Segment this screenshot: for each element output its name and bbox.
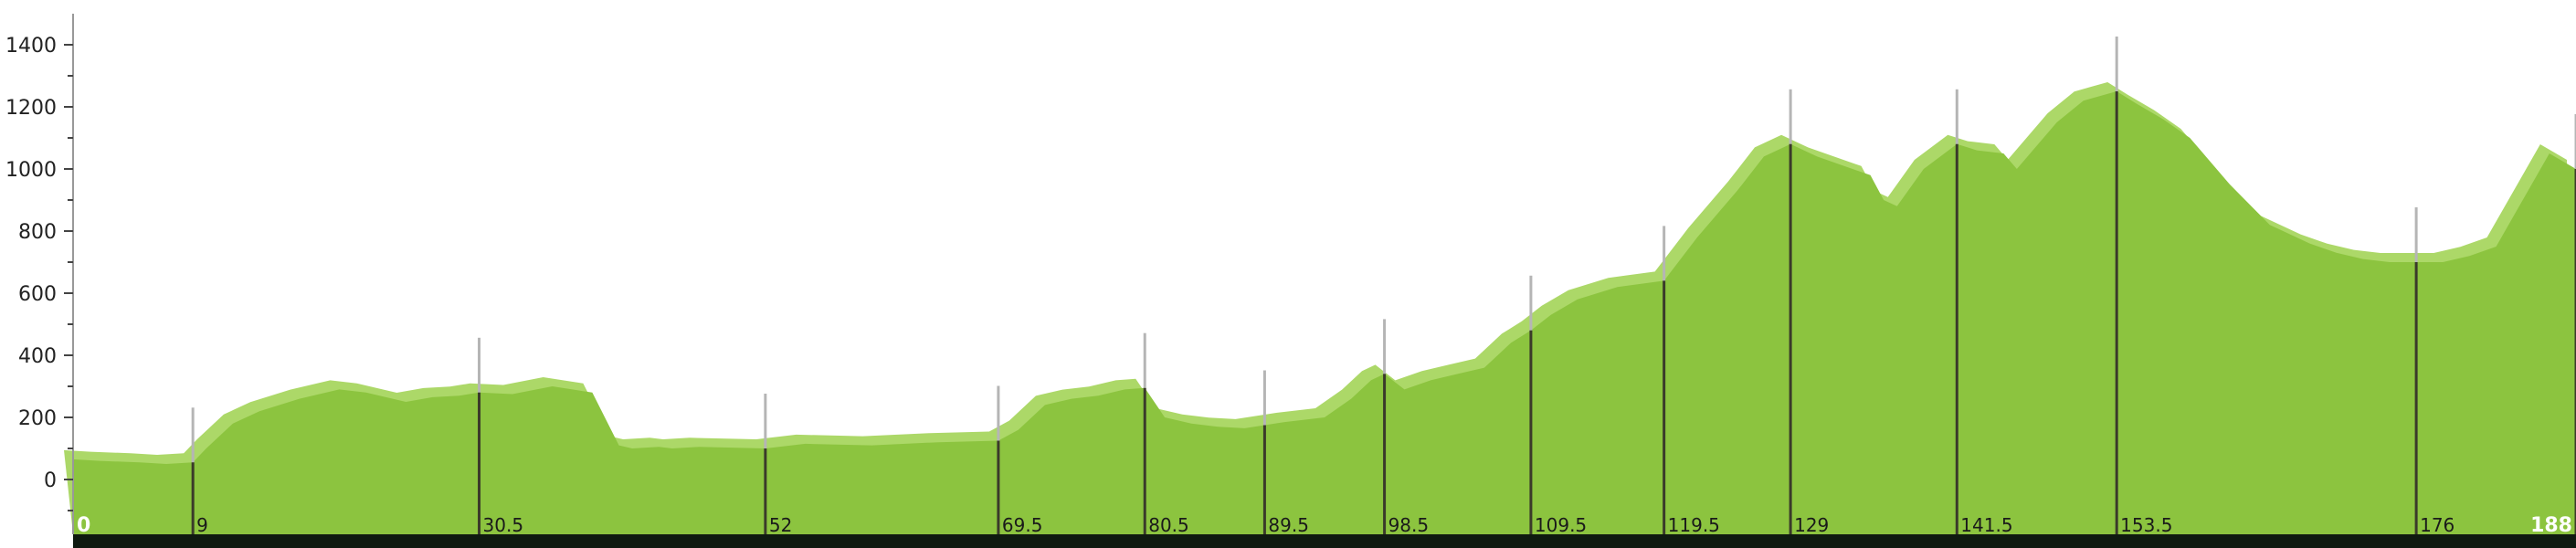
y-tick-label: 1200: [5, 97, 57, 120]
km-label: 9: [196, 514, 208, 536]
km-label: 80.5: [1148, 514, 1189, 536]
km-label: 98.5: [1388, 514, 1430, 536]
km-label: 89.5: [1268, 514, 1309, 536]
y-tick-label: 1400: [5, 35, 57, 58]
km-label: 141.5: [1960, 514, 2012, 536]
elevation-area: [73, 91, 2576, 534]
km-label: 52: [769, 514, 792, 536]
km-label: 176: [2420, 514, 2455, 536]
km-label: 188: [2530, 514, 2572, 537]
y-tick-label: 600: [18, 283, 57, 306]
km-label: 30.5: [483, 514, 524, 536]
km-label: 153.5: [2120, 514, 2172, 536]
km-label: 119.5: [1668, 514, 1720, 536]
km-label: 0: [77, 514, 90, 537]
km-label: 69.5: [1002, 514, 1043, 536]
y-tick-label: 400: [18, 345, 57, 368]
km-label: 109.5: [1535, 514, 1587, 536]
y-tick-label: 1000: [5, 159, 57, 182]
y-tick-label: 800: [18, 221, 57, 244]
baseline-bar: [73, 534, 2576, 548]
y-tick-label: 0: [44, 469, 57, 492]
km-label: 129: [1794, 514, 1829, 536]
y-tick-label: 200: [18, 407, 57, 430]
